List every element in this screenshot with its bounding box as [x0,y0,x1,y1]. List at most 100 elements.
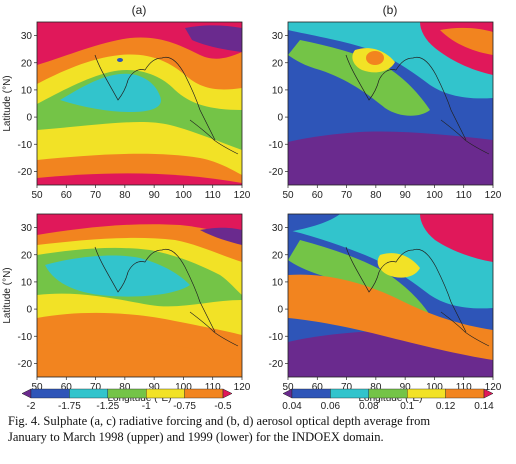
x-tick-label: 90 [149,190,161,201]
colorbar-label: 0.06 [321,401,341,412]
x-tick-label: 50 [31,190,43,201]
caption-line-1: Fig. 4. Sulphate (a, c) radiative forcin… [8,414,431,428]
y-tick-label: 30 [21,31,33,42]
x-tick-label: 120 [485,190,502,201]
coastline-c [94,246,216,333]
x-tick-label: 80 [370,382,382,393]
y-tick-label: 20 [21,58,33,69]
x-axis-label: Longitude (°E) [358,393,422,404]
x-tick-label: 60 [61,190,73,201]
x-tick-label: 50 [31,382,43,393]
x-tick-label: 70 [90,190,102,201]
axes-layer: 50 60 70 80 90 100 110 1203020100-10-20Latitude… [2,31,502,404]
heatmap-d [288,214,493,377]
x-tick-label: 60 [312,190,324,201]
region-d-blue-nw [288,214,340,232]
colorbar-label: 0.12 [436,401,456,412]
panel-title-b: (b) [383,3,398,17]
y-axis-label: Latitude (°N) [2,75,13,131]
x-tick-label: 60 [312,382,324,393]
y-tick-label: -10 [269,332,284,343]
coastline-d-islands [440,311,490,347]
y-tick-label: 30 [272,31,284,42]
x-tick-label: 100 [426,382,443,393]
x-tick-label: 70 [90,382,102,393]
x-tick-label: 50 [282,190,294,201]
figure-canvas: (a) (b) [2,3,502,412]
colorbar-swatch [184,388,224,399]
y-tick-label: 0 [277,113,283,124]
colorbar-label: -0.75 [173,401,196,412]
coastline-a-islands [189,119,239,155]
figure-caption: Fig. 4. Sulphate (a, c) radiative forcin… [8,413,513,445]
colorbar-label: 0.14 [474,401,494,412]
region-a-cyan [60,73,161,112]
colorbar-swatch-min [21,388,32,399]
colorbar-layer: -2 -1.75 -1.25 -1 -0.75 -0.5 0.04 0.06 0.08 0.1 0.… [21,388,494,412]
x-tick-label: 110 [456,382,472,393]
colorbar-swatch [445,388,485,399]
y-tick-label: 0 [277,305,283,316]
y-tick-label: 10 [21,277,33,288]
x-tick-label: 90 [400,382,412,393]
region-c-orange-deep [37,340,242,377]
x-tick-label: 90 [400,190,412,201]
colorbar-label: -0.5 [214,401,232,412]
y-tick-label: 10 [272,277,284,288]
x-tick-label: 100 [175,190,192,201]
coastline-c-islands [189,311,239,347]
x-tick-label: 90 [149,382,161,393]
y-tick-label: -10 [18,332,33,343]
y-tick-label: 0 [26,305,32,316]
x-tick-label: 120 [485,382,502,393]
y-tick-label: 20 [272,250,284,261]
y-tick-label: 30 [21,223,33,234]
colorbar-swatch-max [483,388,494,399]
colorbar-swatch [30,388,70,399]
x-tick-label: 100 [426,190,443,201]
region-c-cyan [45,255,190,297]
panel-frame-c [36,213,243,378]
region-d-red [420,214,493,262]
colorbar-swatch [107,388,147,399]
x-tick-label: 60 [61,382,73,393]
coastline-d [345,246,467,333]
y-axis-label: Latitude (°N) [2,267,13,323]
coastline-a [94,54,216,141]
colorbar-label: -1 [142,401,151,412]
y-tick-label: -20 [18,167,33,178]
panel-frame-b [287,21,494,186]
region-b-orange-ne [440,27,493,55]
region-a-red-south [37,173,242,185]
colorbar-label: 0.08 [359,401,379,412]
x-tick-label: 70 [341,190,353,201]
x-tick-label: 110 [205,190,221,201]
y-tick-label: 20 [21,250,33,261]
x-tick-label: 120 [234,190,251,201]
heatmap-b [288,22,493,185]
panel-frame-a [36,21,243,186]
colorbar-label: -1.25 [96,401,119,412]
x-tick-label: 120 [234,382,251,393]
colorbar-swatch [69,388,109,399]
colorbar-swatch [291,388,331,399]
x-tick-label: 50 [282,382,294,393]
colorbar-swatch [145,388,185,399]
colorbar-label: 0.04 [282,401,302,412]
panel-frame-d [287,213,494,378]
panel-title-a: (a) [132,3,147,17]
colorbar-swatch [368,388,408,399]
heatmap-a [37,22,242,185]
x-axis-label: Longitude (°E) [107,393,171,404]
colorbar-label: 0.1 [400,401,414,412]
region-b-green [288,40,430,116]
y-tick-label: -20 [269,359,284,370]
colorbar-label: -2 [27,401,36,412]
y-tick-label: 10 [21,85,33,96]
y-tick-label: -20 [18,359,33,370]
x-tick-label: 80 [119,190,131,201]
region-b-orange [366,51,384,65]
y-tick-label: 10 [272,85,284,96]
region-c-purple [200,227,242,245]
y-tick-label: -10 [269,140,284,151]
